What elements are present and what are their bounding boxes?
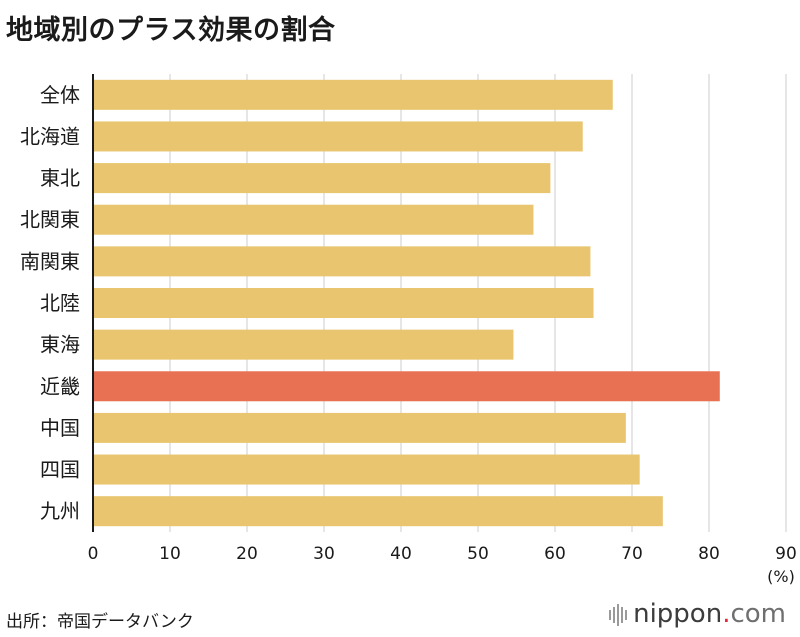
- source-note: 出所：帝国データバンク: [6, 612, 194, 632]
- x-tick-label: 0: [88, 544, 99, 564]
- chart-title: 地域別のプラス効果の割合: [6, 15, 336, 46]
- bar: [93, 288, 594, 318]
- category-label: 全体: [40, 83, 80, 107]
- x-tick-label: 70: [621, 544, 643, 564]
- bar: [93, 454, 640, 485]
- category-label: 北関東: [20, 208, 80, 232]
- category-label: 東北: [40, 166, 80, 190]
- x-tick-label: 10: [159, 544, 181, 564]
- bar: [93, 246, 591, 277]
- bar: [93, 163, 551, 194]
- logo-dot: .: [722, 599, 731, 629]
- category-label: 北海道: [20, 124, 80, 148]
- x-unit-label: (%): [767, 567, 795, 586]
- x-tick-labels: 0 10 20 30 40 50 60 70 80 90: [88, 544, 797, 564]
- bars: [93, 79, 720, 527]
- category-label: 北陸: [40, 291, 80, 315]
- x-tick-label: 20: [236, 544, 258, 564]
- x-tick-label: 30: [313, 544, 335, 564]
- bar: [93, 412, 626, 443]
- logo-bars-icon: [609, 603, 628, 626]
- category-label: 九州: [40, 499, 80, 523]
- bar: [93, 79, 613, 110]
- category-label: 中国: [40, 416, 80, 440]
- logo-tld: com: [730, 599, 786, 629]
- logo-name: nippon: [633, 599, 723, 629]
- x-tick-label: 60: [544, 544, 566, 564]
- bar: [93, 121, 583, 152]
- bar: [93, 204, 534, 235]
- category-label: 近畿: [40, 374, 80, 398]
- bar: [93, 329, 514, 360]
- x-tick-label: 40: [390, 544, 412, 564]
- x-tick-label: 80: [698, 544, 720, 564]
- x-tick-label: 50: [467, 544, 489, 564]
- bar: [93, 371, 720, 402]
- nippon-logo: nippon.com: [609, 599, 786, 629]
- category-label: 四国: [40, 458, 80, 482]
- bar: [93, 496, 663, 527]
- category-label: 東海: [40, 333, 80, 357]
- x-tick-label: 90: [775, 544, 797, 564]
- category-label: 南関東: [20, 249, 80, 273]
